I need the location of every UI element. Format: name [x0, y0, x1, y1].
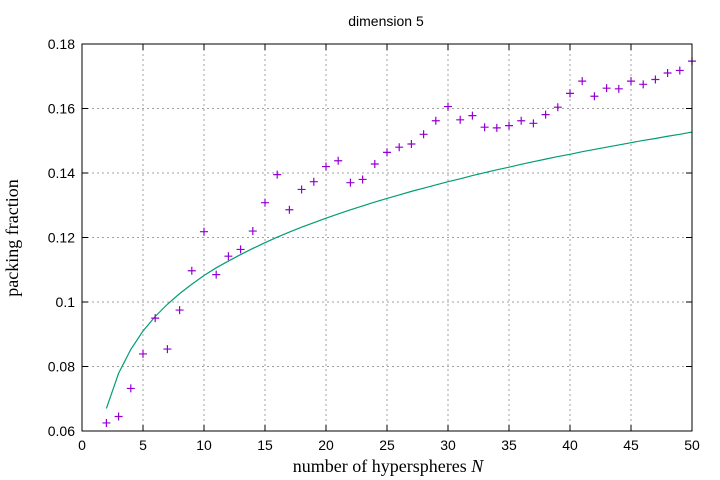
data-point [261, 198, 269, 207]
data-point [431, 116, 440, 125]
data-point [407, 139, 416, 148]
data-point [468, 111, 477, 120]
data-point [395, 143, 404, 152]
data-point [236, 245, 245, 254]
data-point [492, 123, 501, 132]
x-tick-label: 45 [623, 437, 639, 453]
data-point [480, 123, 489, 132]
y-tick-label: 0.18 [48, 36, 75, 52]
data-point [212, 270, 221, 279]
y-tick-label: 0.12 [48, 230, 75, 246]
x-axis-label: number of hyperspheres N [293, 456, 484, 476]
data-point [175, 306, 184, 315]
data-point [444, 102, 452, 111]
data-points-group [102, 57, 696, 427]
x-tick-label: 10 [196, 437, 212, 453]
x-tick-label: 15 [257, 437, 273, 453]
x-tick-label: 20 [318, 437, 334, 453]
data-point [248, 227, 257, 236]
x-tick-label: 5 [139, 437, 147, 453]
data-point [614, 84, 623, 93]
data-point [553, 103, 562, 112]
x-tick-label: 35 [501, 437, 517, 453]
x-tick-label: 25 [379, 437, 395, 453]
data-point [285, 205, 294, 214]
data-point [346, 178, 355, 187]
data-point [578, 77, 587, 86]
data-point [456, 115, 465, 124]
y-tick-label: 0.14 [48, 165, 75, 181]
x-tick-label: 30 [440, 437, 456, 453]
x-axis-label-var: N [470, 456, 484, 476]
y-tick-label: 0.1 [56, 294, 76, 310]
data-point [163, 345, 172, 354]
y-tick-label: 0.16 [48, 101, 75, 117]
y-tick-label: 0.08 [48, 359, 75, 375]
x-tick-label: 0 [78, 437, 86, 453]
data-point [334, 156, 343, 165]
data-point [139, 349, 147, 358]
data-point [541, 110, 550, 119]
data-point [651, 75, 660, 84]
data-point [675, 66, 684, 75]
data-point [102, 418, 111, 427]
data-point [383, 148, 391, 157]
data-point [114, 412, 123, 421]
x-tick-label: 40 [562, 437, 578, 453]
data-point [273, 170, 282, 179]
plot-frame [81, 43, 693, 432]
data-point [358, 175, 367, 184]
axis-ticks: 0 5 10 15 20 25 30 35 40 45 50 0.06 0.08 0.1 0.12 0.14 0… [48, 36, 700, 453]
data-point [322, 162, 330, 171]
data-point [126, 384, 135, 393]
data-point [566, 89, 574, 98]
y-axis-label: packing fraction [2, 179, 22, 296]
data-point [224, 252, 233, 261]
data-point [370, 159, 379, 168]
data-point [151, 314, 160, 323]
x-tick-label: 50 [684, 437, 700, 453]
data-point [505, 121, 513, 130]
data-point [517, 116, 526, 125]
fit-curve [105, 131, 693, 409]
data-point [187, 266, 196, 275]
data-point [309, 177, 318, 186]
chart-title: dimension 5 [348, 13, 424, 29]
data-point [297, 185, 306, 194]
data-point [529, 119, 538, 128]
data-point [663, 69, 672, 78]
data-point [627, 77, 635, 86]
data-point [419, 130, 428, 139]
fit-curve-group [105, 131, 693, 409]
data-point [639, 80, 648, 89]
grid-lines [82, 44, 692, 431]
y-tick-label: 0.06 [48, 423, 75, 439]
x-axis-label-text: number of hyperspheres [293, 456, 467, 476]
data-point [590, 92, 599, 101]
data-point [200, 227, 208, 236]
data-point [602, 84, 611, 93]
